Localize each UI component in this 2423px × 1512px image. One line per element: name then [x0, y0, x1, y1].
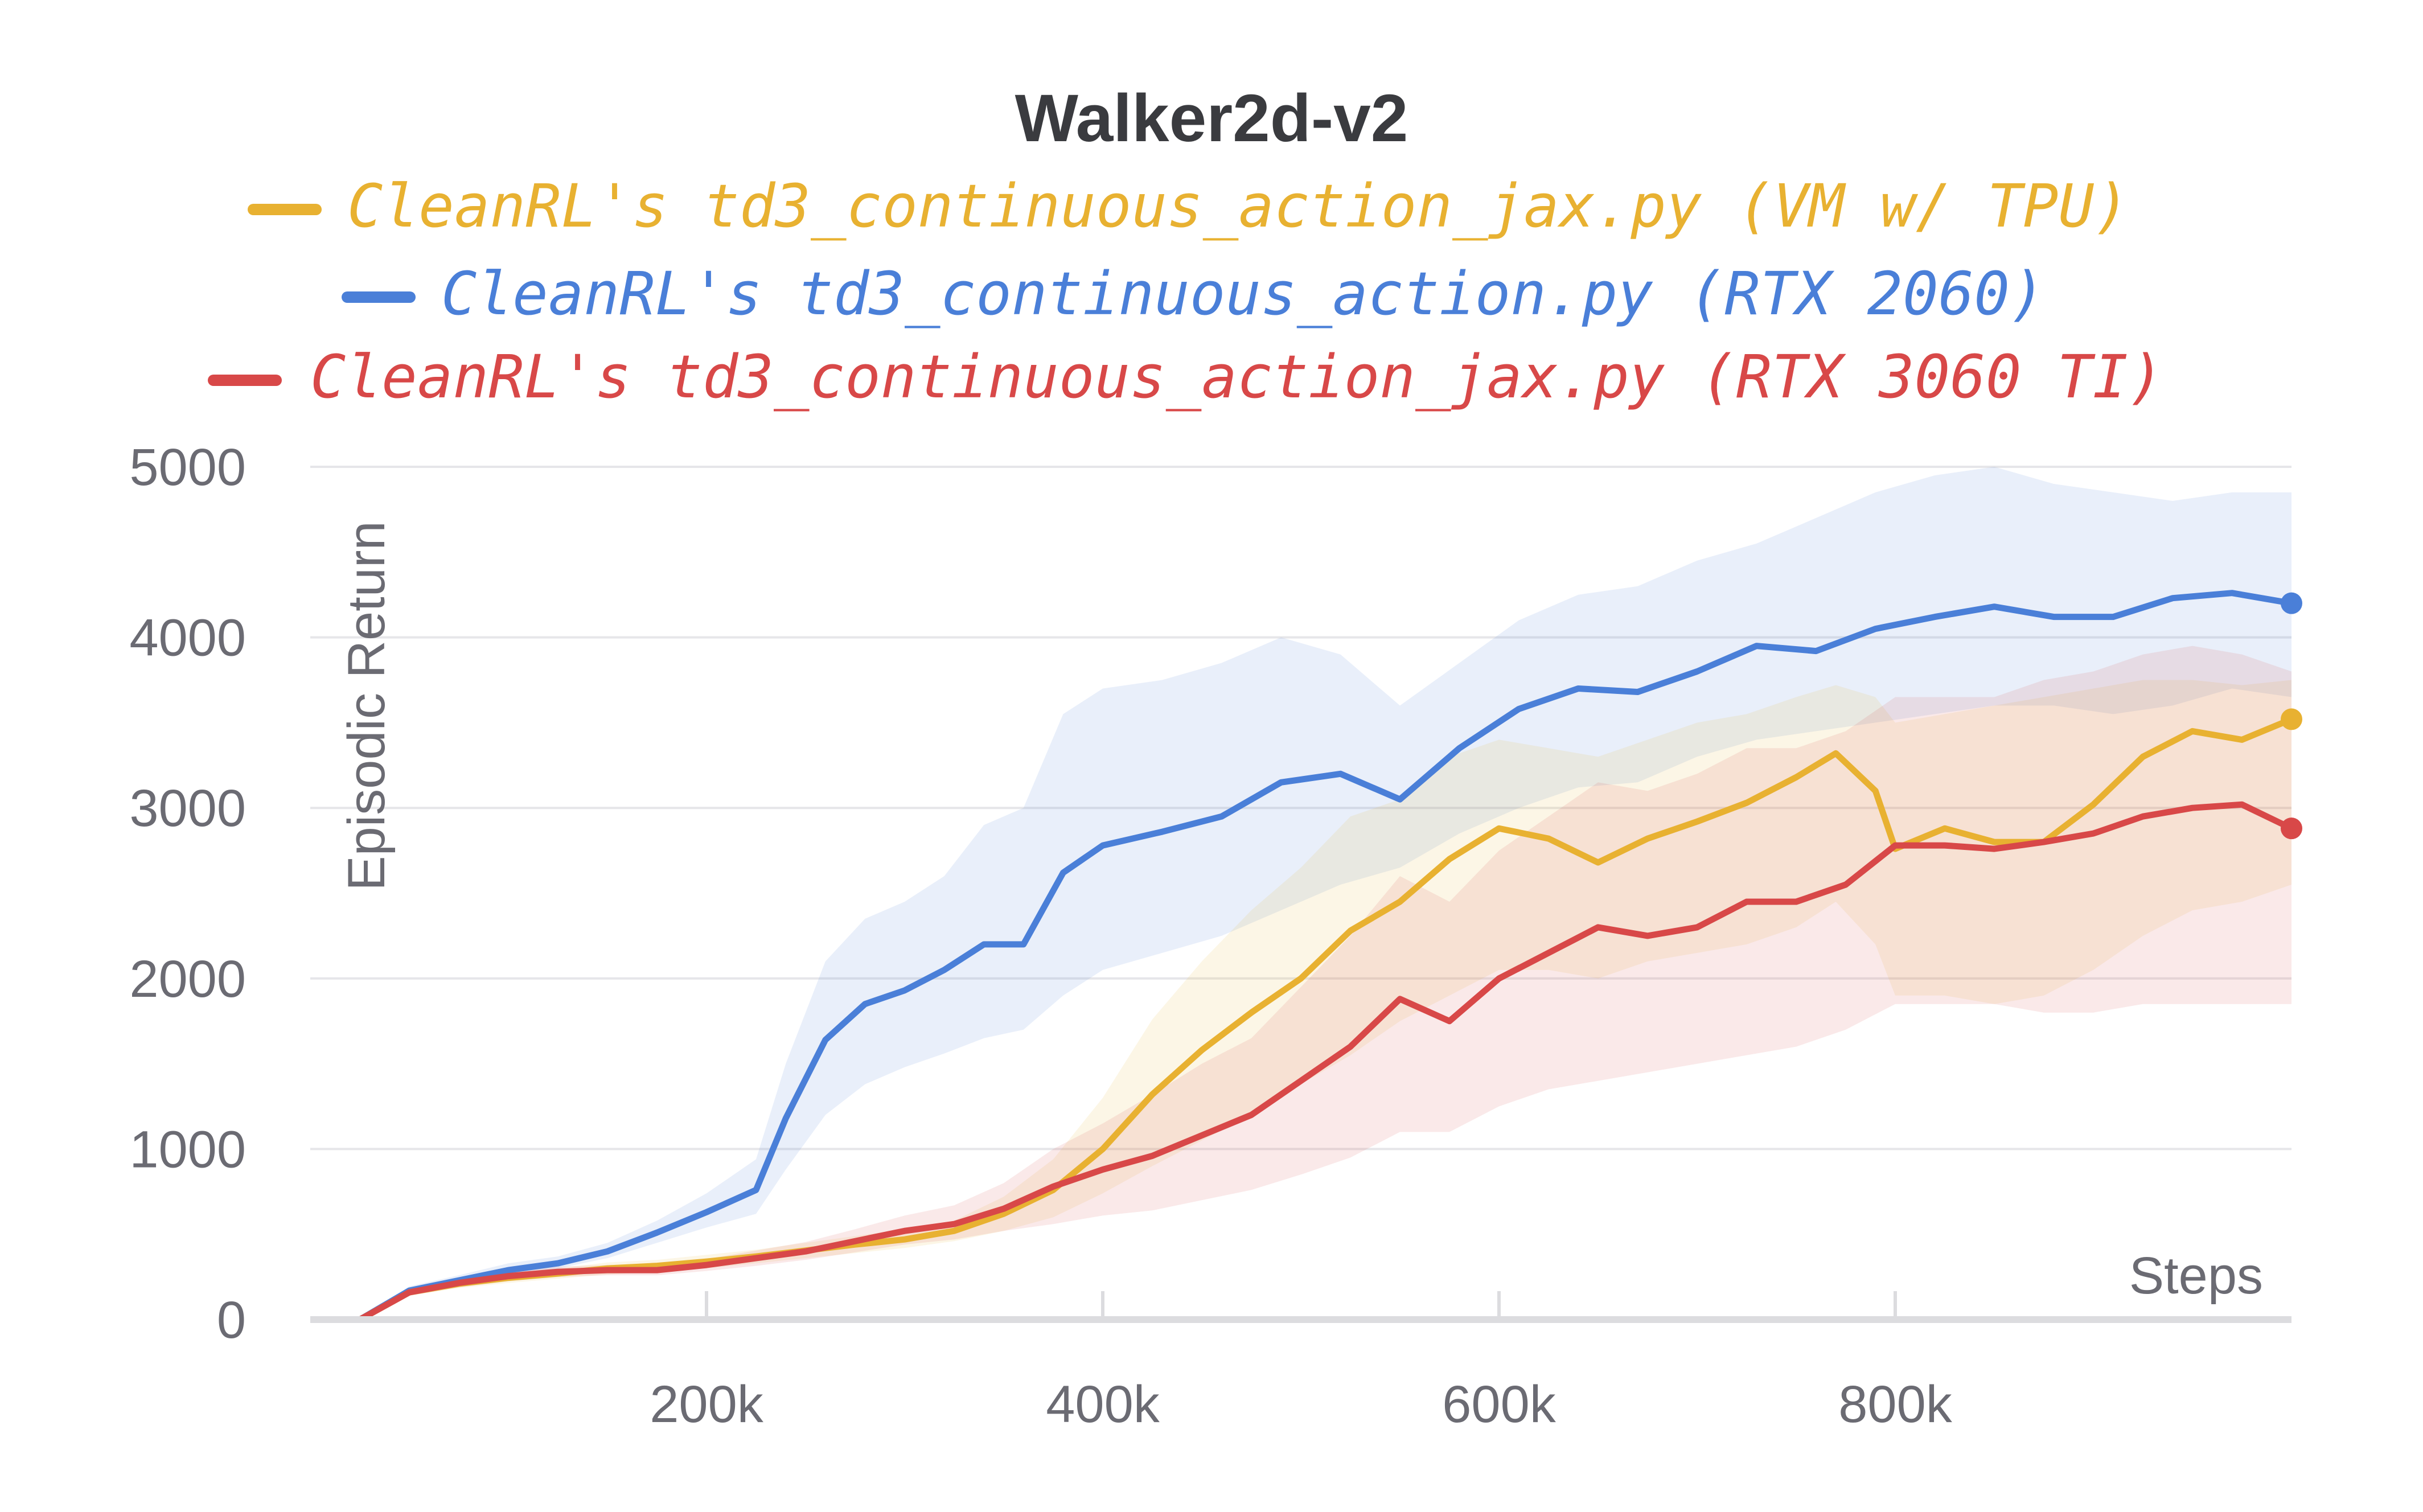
y-tick-label: 2000: [129, 950, 246, 1008]
x-tick-label: 200k: [650, 1375, 763, 1433]
y-tick-label: 4000: [129, 609, 246, 667]
y-tick-label: 1000: [129, 1120, 246, 1178]
x-tick-label: 800k: [1838, 1375, 1952, 1433]
series-lines: [356, 590, 2295, 1323]
x-axis: 200k 400k 600k 800k: [310, 1291, 2291, 1433]
series-line: [356, 590, 2295, 1323]
x-axis-label: Steps: [2129, 1247, 2263, 1305]
x-tick-label: 600k: [1442, 1375, 1556, 1433]
legend-entry: CleanRL's td3_continuous_action_jax.py (…: [347, 171, 2130, 241]
y-tick-label: 0: [217, 1291, 246, 1349]
series-endpoint: [2281, 708, 2302, 730]
series-band: [360, 680, 2291, 1320]
legend: CleanRL's td3_continuous_action_jax.py (…: [208, 171, 2164, 412]
chart-title: Walker2d-v2: [1015, 81, 1408, 156]
series-line: [356, 801, 2295, 1323]
series-line: [356, 716, 2295, 1323]
y-axis-label: Episodic Return: [338, 521, 396, 890]
y-axis: 0 1000 2000 3000 4000 5000: [129, 438, 246, 1349]
x-tick-label: 400k: [1046, 1375, 1160, 1433]
series-endpoint: [2281, 592, 2302, 614]
series-band: [360, 467, 2291, 1320]
y-tick-label: 3000: [129, 779, 246, 837]
legend-entry: CleanRL's td3_continuous_action.py (RTX …: [441, 259, 2046, 328]
legend-entry: CleanRL's td3_continuous_action_jax.py (…: [310, 342, 2164, 412]
y-tick-label: 5000: [129, 438, 246, 496]
confidence-bands: [360, 467, 2291, 1320]
series-endpoint: [2281, 817, 2302, 840]
series-endpoints: [2281, 592, 2302, 840]
series-band: [360, 646, 2291, 1320]
